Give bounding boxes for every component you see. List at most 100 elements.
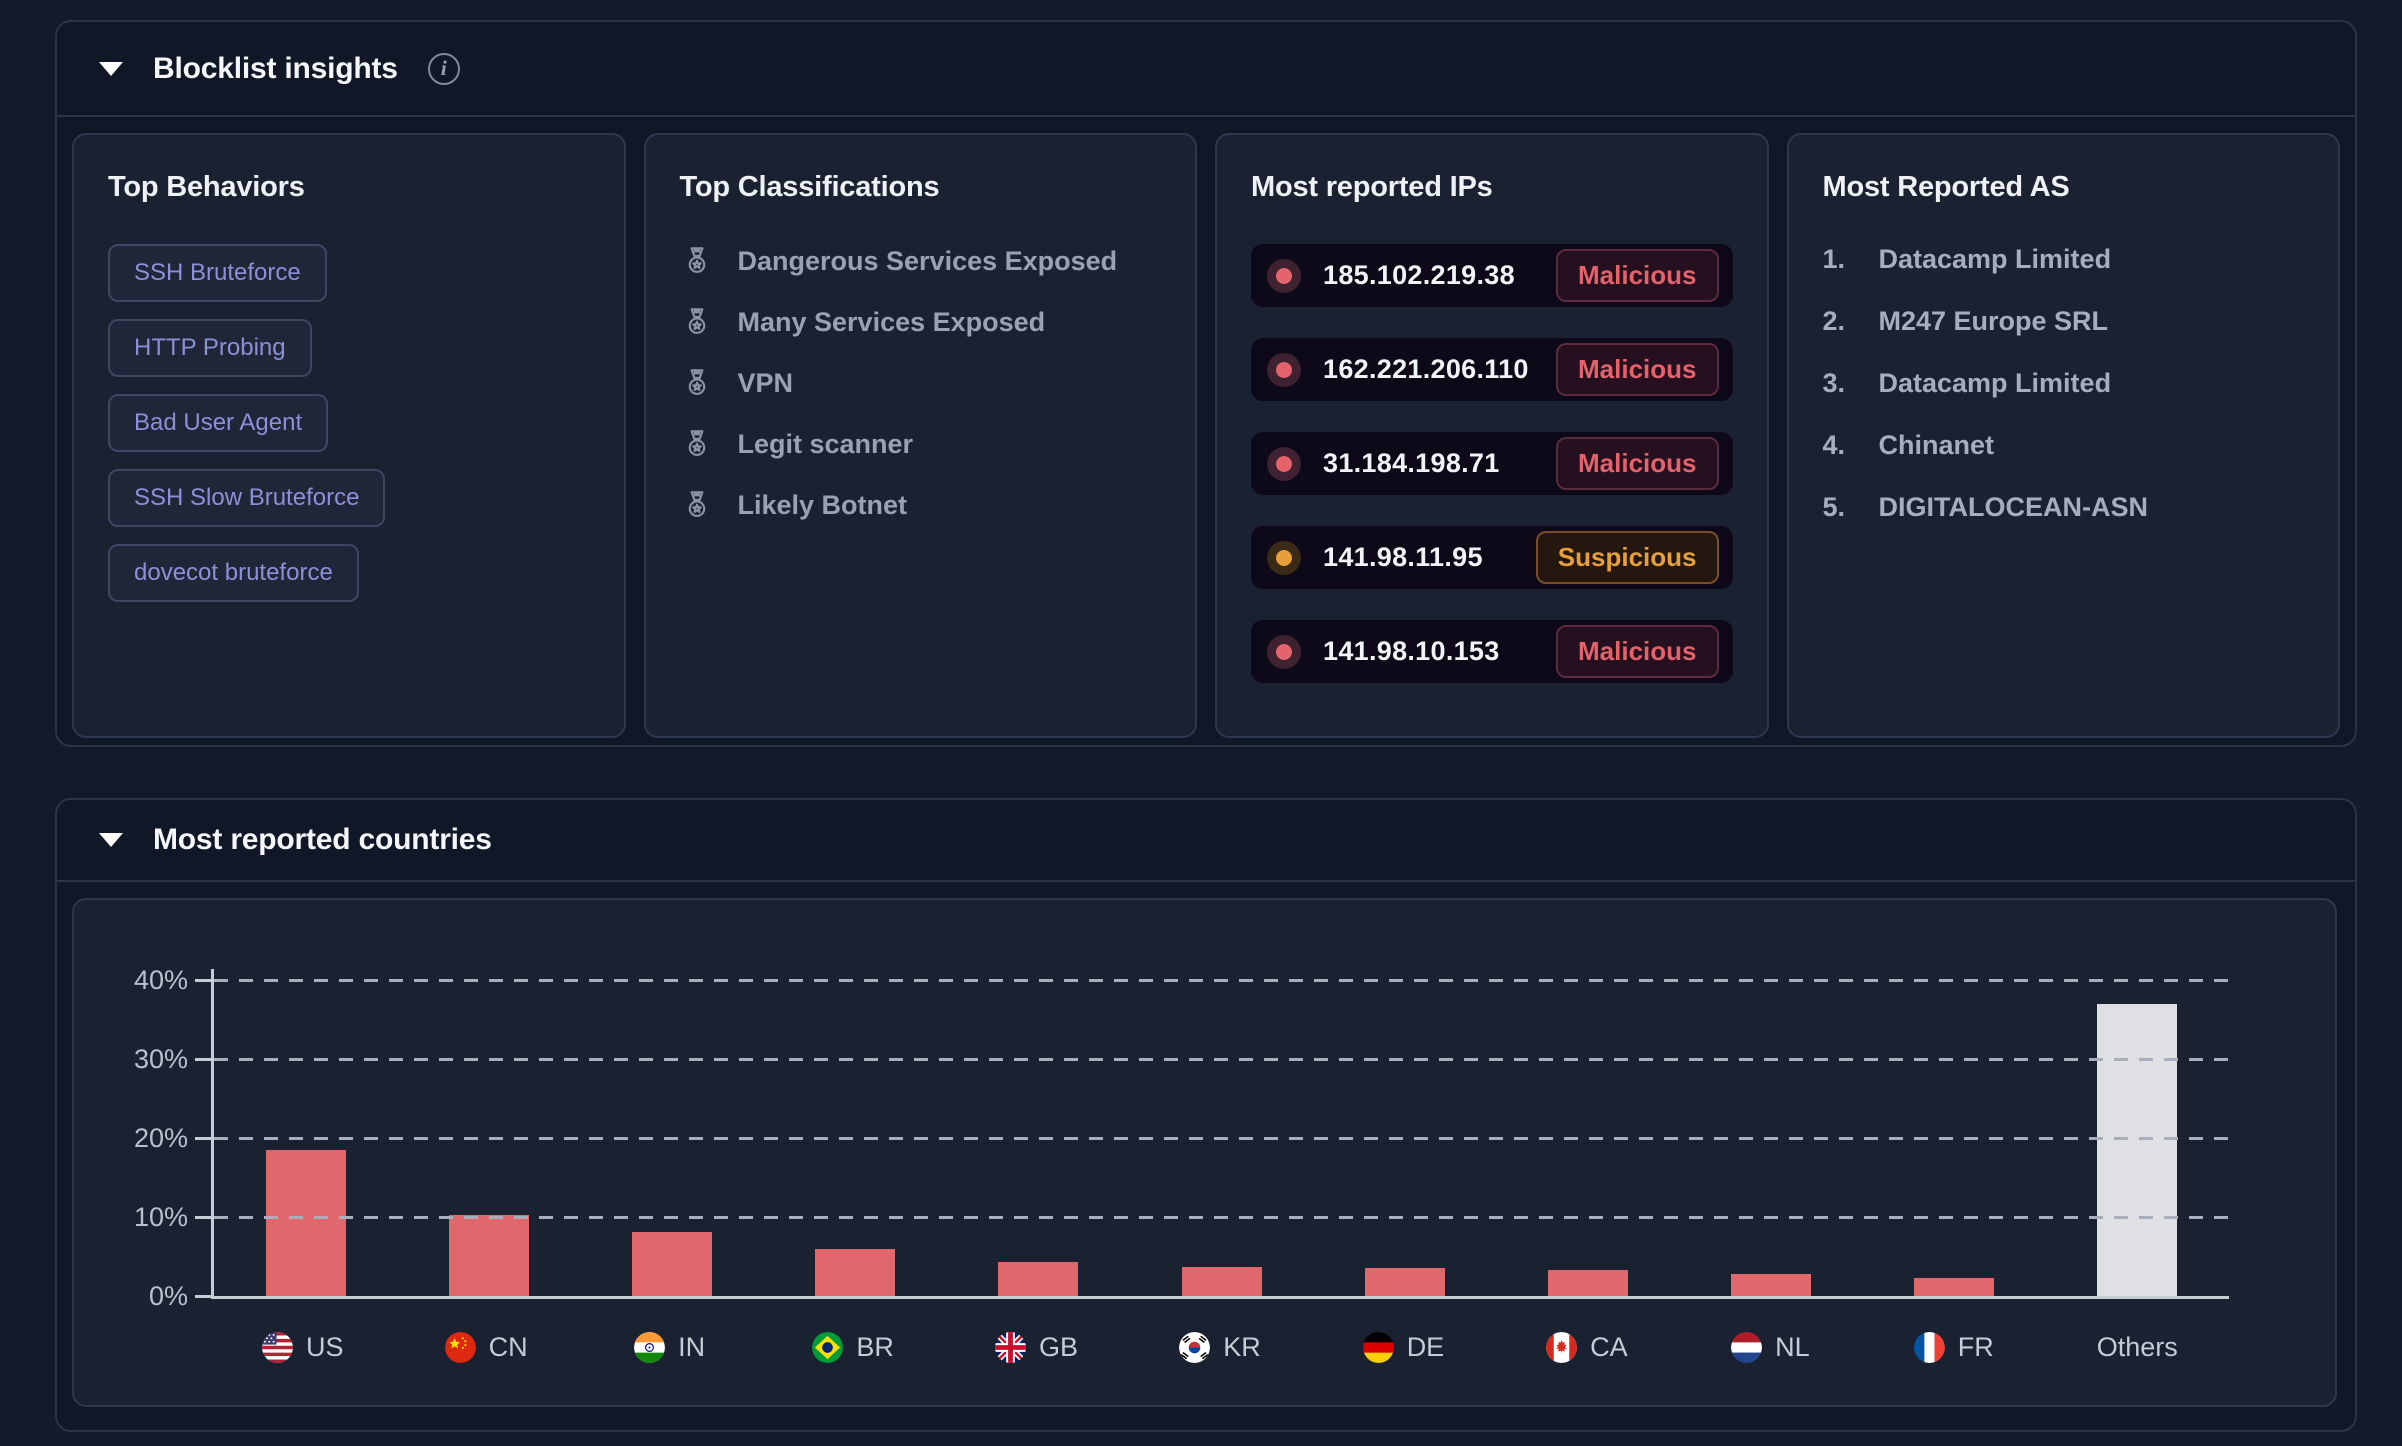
y-axis-tick-mark	[195, 1057, 211, 1061]
as-item: 2. M247 Europe SRL	[1823, 306, 2305, 337]
bar-kr[interactable]	[1181, 1267, 1262, 1296]
classification-item: Dangerous Services Exposed	[680, 244, 1162, 278]
chart-x-axis-labels: US CN IN BR GB KR DE CA NL FR Others	[211, 1317, 2229, 1377]
ip-row[interactable]: 141.98.10.153 Malicious	[1251, 620, 1733, 683]
country-code-label: CN	[488, 1331, 528, 1362]
x-axis-label-fr: FR	[1862, 1317, 2045, 1377]
blocklist-insights-section: Blocklist insights i Top Behaviors SSH B…	[55, 20, 2357, 747]
collapse-triangle-icon[interactable]	[99, 61, 123, 76]
bar-de[interactable]	[1364, 1268, 1445, 1296]
bar-column-cn	[397, 1215, 580, 1296]
ip-row[interactable]: 185.102.219.38 Malicious	[1251, 244, 1733, 307]
most-reported-as-title: Most Reported AS	[1822, 171, 2070, 203]
bar-column-us	[214, 1150, 397, 1296]
classification-item: VPN	[680, 366, 1162, 400]
x-axis-label-gb: GB	[945, 1317, 1128, 1377]
bar-fr[interactable]	[1914, 1278, 1995, 1296]
x-axis-label-us: US	[211, 1317, 394, 1377]
bar-br[interactable]	[815, 1249, 896, 1296]
bar-nl[interactable]	[1731, 1274, 1812, 1296]
as-name: DIGITALOCEAN-ASN	[1878, 492, 2149, 522]
as-item: 5. DIGITALOCEAN-ASN	[1823, 492, 2305, 523]
bar-cn[interactable]	[448, 1215, 529, 1296]
ip-row[interactable]: 31.184.198.71 Malicious	[1251, 432, 1733, 495]
status-dot-icon	[1267, 634, 1301, 669]
x-axis-label-others: Others	[2046, 1317, 2229, 1377]
country-code-label: NL	[1775, 1331, 1810, 1362]
bar-column-br	[764, 1249, 947, 1296]
ip-row[interactable]: 141.98.11.95 Suspicious	[1251, 526, 1733, 589]
medal-icon	[680, 488, 714, 522]
as-name: Datacamp Limited	[1878, 368, 2112, 398]
status-badge: Malicious	[1556, 249, 1719, 302]
kr-flag-icon	[1179, 1331, 1211, 1363]
as-name: Chinanet	[1878, 430, 1995, 460]
status-badge: Malicious	[1556, 343, 1719, 396]
bar-column-others	[2046, 1004, 2229, 1296]
most-reported-ips-panel: Most reported IPs 185.102.219.38 Maliciou…	[1215, 133, 1769, 738]
as-rank: 4.	[1822, 430, 1846, 460]
as-name: M247 Europe SRL	[1878, 306, 2109, 336]
ip-row[interactable]: 162.221.206.110 Malicious	[1251, 338, 1733, 401]
gridline-20	[214, 1136, 2229, 1140]
us-flag-icon	[261, 1331, 293, 1363]
behavior-tag-list: SSH Bruteforce HTTP Probing Bad User Agent…	[108, 244, 590, 602]
medal-icon	[680, 366, 714, 400]
as-rank: 2.	[1822, 306, 1846, 336]
y-axis-tick-mark	[195, 978, 211, 982]
de-flag-icon	[1362, 1331, 1394, 1363]
behavior-tag[interactable]: dovecot bruteforce	[108, 544, 359, 602]
behavior-tag[interactable]: SSH Bruteforce	[108, 244, 327, 302]
top-classifications-title: Top Classifications	[679, 171, 940, 203]
medal-icon	[680, 244, 714, 278]
behavior-tag[interactable]: Bad User Agent	[108, 394, 329, 452]
country-code-label: CA	[1590, 1331, 1628, 1362]
blocklist-insights-header: Blocklist insights i	[57, 22, 2355, 117]
classification-item: Likely Botnet	[680, 488, 1162, 522]
bar-column-nl	[1680, 1274, 1863, 1296]
bar-column-gb	[947, 1262, 1130, 1296]
behavior-tag[interactable]: HTTP Probing	[108, 319, 312, 377]
chart-plot-area: 0% 10% 20% 30% 40%	[134, 965, 2229, 1311]
bar-gb[interactable]	[998, 1262, 1079, 1296]
info-icon[interactable]: i	[427, 52, 460, 85]
most-reported-countries-title: Most reported countries	[153, 823, 492, 856]
medal-icon	[680, 305, 714, 339]
most-reported-ips-title: Most reported IPs	[1251, 171, 1493, 203]
bar-in[interactable]	[631, 1232, 712, 1296]
x-axis-label-cn: CN	[394, 1317, 577, 1377]
as-rank: 5.	[1822, 492, 1846, 522]
most-reported-countries-section: Most reported countries 0% 10% 20% 30% 40% U…	[55, 798, 2357, 1432]
bar-column-in	[580, 1232, 763, 1296]
chart-bars	[214, 969, 2229, 1296]
status-dot-icon	[1267, 258, 1301, 293]
classification-label: Legit scanner	[737, 428, 914, 459]
bar-ca[interactable]	[1547, 1270, 1628, 1296]
country-code-label: Others	[2096, 1331, 2178, 1362]
countries-bar-chart: 0% 10% 20% 30% 40% US CN IN BR GB KR DE CA NL FR Other…	[72, 898, 2337, 1407]
as-rank: 1.	[1822, 244, 1846, 274]
most-reported-as-panel: Most Reported AS 1. Datacamp Limited 2. M24…	[1786, 133, 2340, 738]
bar-column-de	[1313, 1268, 1496, 1296]
classification-label: Many Services Exposed	[737, 306, 1046, 337]
bar-column-kr	[1130, 1267, 1313, 1296]
behavior-tag[interactable]: SSH Slow Bruteforce	[108, 469, 386, 527]
y-axis-tick-mark	[195, 1136, 211, 1140]
y-axis-tick-label: 0%	[148, 1281, 188, 1311]
bar-us[interactable]	[265, 1150, 346, 1296]
country-code-label: KR	[1223, 1331, 1261, 1362]
fr-flag-icon	[1913, 1331, 1945, 1363]
as-item: 1. Datacamp Limited	[1823, 244, 2305, 275]
top-behaviors-panel: Top Behaviors SSH Bruteforce HTTP Probing…	[72, 133, 626, 738]
country-code-label: FR	[1957, 1331, 1994, 1362]
collapse-triangle-icon[interactable]	[99, 833, 123, 847]
ip-list: 185.102.219.38 Malicious 162.221.206.110 Ma…	[1251, 244, 1733, 683]
medal-icon	[680, 427, 714, 461]
country-code-label: BR	[856, 1331, 894, 1362]
classification-item: Legit scanner	[680, 427, 1162, 461]
blocklist-insights-title: Blocklist insights	[153, 51, 398, 85]
br-flag-icon	[812, 1331, 844, 1363]
bar-others[interactable]	[2097, 1004, 2178, 1296]
classification-item: Many Services Exposed	[680, 305, 1162, 339]
ip-address: 141.98.11.95	[1323, 542, 1483, 572]
